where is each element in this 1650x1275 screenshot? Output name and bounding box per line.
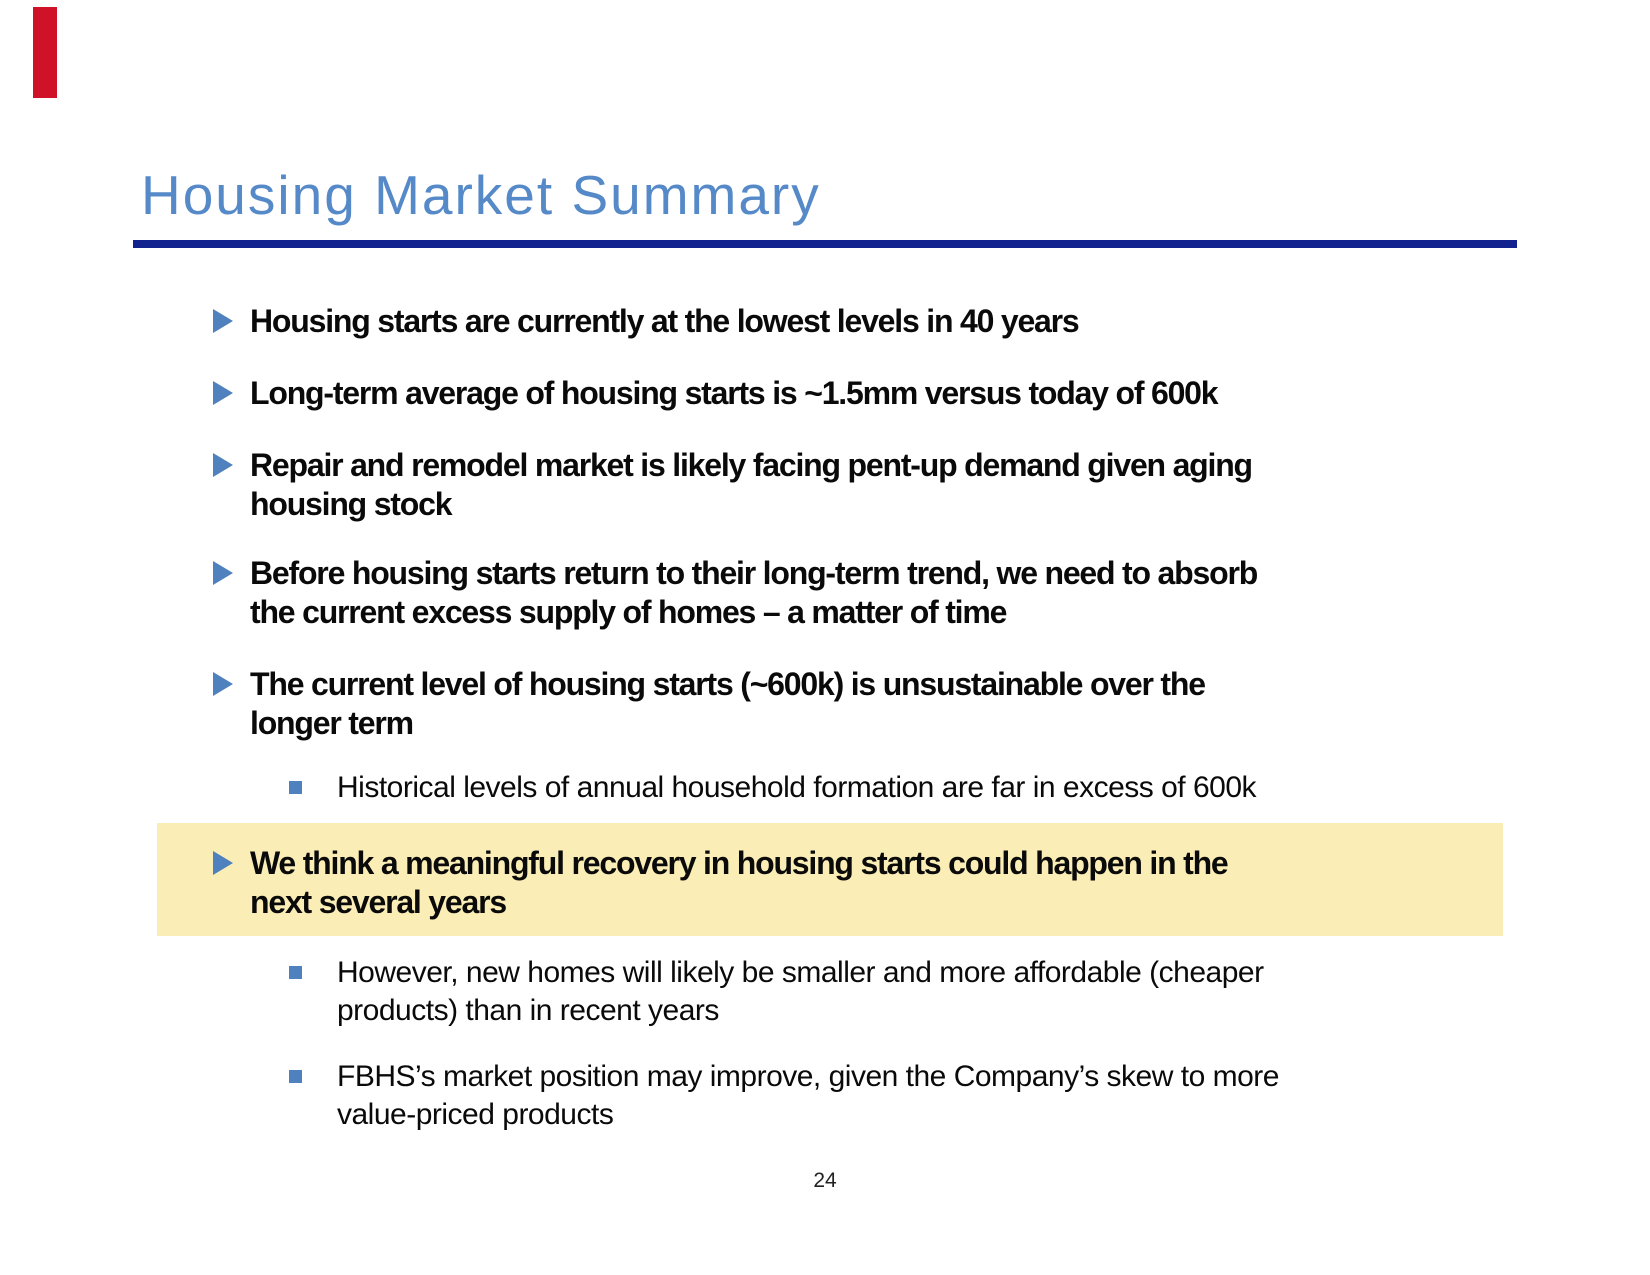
- bullet-line: We think a meaningful recovery in housin…: [250, 845, 1229, 881]
- bullet-line: value-priced products: [337, 1098, 614, 1131]
- bullet-line: FBHS’s market position may improve, give…: [337, 1060, 1279, 1093]
- triangle-bullet-icon: [213, 453, 233, 477]
- bullet-current-level-unsustainable: The current level of housing starts (~60…: [0, 665, 1650, 743]
- triangle-bullet-icon: [213, 672, 233, 696]
- square-bullet-icon: [289, 966, 302, 979]
- bullet-before-housing-starts: Before housing starts return to their lo…: [0, 554, 1650, 632]
- bullet-line: Long-term average of housing starts is ~…: [250, 375, 1219, 411]
- bullet-repair-remodel: Repair and remodel market is likely faci…: [0, 446, 1650, 524]
- bullet-line: next several years: [250, 884, 507, 920]
- bullet-housing-starts-lowest: Housing starts are currently at the lowe…: [0, 302, 1650, 341]
- bullet-line: Before housing starts return to their lo…: [250, 555, 1258, 591]
- bullet-line: Historical levels of annual household fo…: [337, 771, 1257, 804]
- bullet-line: The current level of housing starts (~60…: [250, 666, 1206, 702]
- triangle-bullet-icon: [213, 309, 233, 333]
- bullet-line: Housing starts are currently at the lowe…: [250, 303, 1080, 339]
- page-number: 24: [813, 1169, 837, 1192]
- subbullet-historical-levels: Historical levels of annual household fo…: [0, 769, 1650, 807]
- bullet-line: longer term: [250, 705, 414, 741]
- highlight-band: [157, 823, 1503, 936]
- red-ribbon: [33, 7, 57, 98]
- bullet-line: housing stock: [250, 486, 453, 522]
- square-bullet-icon: [289, 1070, 302, 1083]
- triangle-bullet-icon: [213, 561, 233, 585]
- bullet-long-term-average: Long-term average of housing starts is ~…: [0, 374, 1650, 413]
- bullet-line: the current excess supply of homes – a m…: [250, 594, 1007, 630]
- triangle-bullet-icon: [213, 381, 233, 405]
- page-title: Housing Market Summary: [141, 164, 821, 226]
- subbullet-fbhs-market-position: FBHS’s market position may improve, give…: [0, 1058, 1650, 1134]
- bullet-line: However, new homes will likely be smalle…: [337, 956, 1264, 989]
- bullet-line: products) than in recent years: [337, 994, 719, 1027]
- triangle-bullet-icon: [213, 851, 233, 875]
- bullet-meaningful-recovery-highlighted: We think a meaningful recovery in housin…: [0, 844, 1650, 922]
- bullet-line: Repair and remodel market is likely faci…: [250, 447, 1253, 483]
- title-underline: [133, 240, 1517, 248]
- square-bullet-icon: [289, 781, 302, 794]
- subbullet-however-new-homes: However, new homes will likely be smalle…: [0, 954, 1650, 1030]
